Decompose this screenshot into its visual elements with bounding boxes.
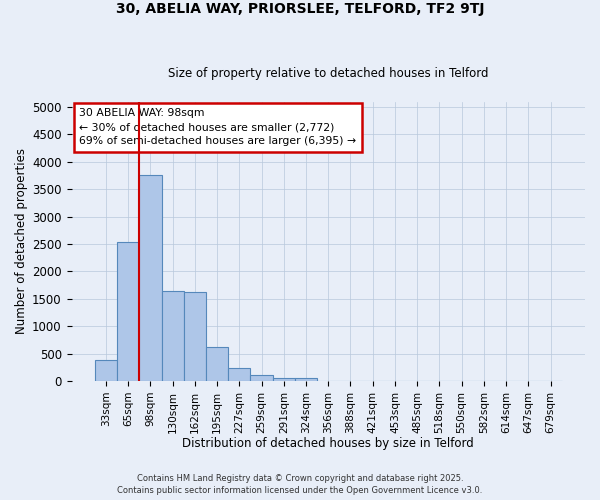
X-axis label: Distribution of detached houses by size in Telford: Distribution of detached houses by size … — [182, 437, 474, 450]
Bar — [95, 360, 117, 381]
Text: 30, ABELIA WAY, PRIORSLEE, TELFORD, TF2 9TJ: 30, ABELIA WAY, PRIORSLEE, TELFORD, TF2 … — [116, 2, 484, 16]
Bar — [250, 375, 272, 381]
Bar — [295, 378, 317, 381]
Bar — [228, 368, 250, 381]
Title: Size of property relative to detached houses in Telford: Size of property relative to detached ho… — [168, 66, 488, 80]
Text: Contains HM Land Registry data © Crown copyright and database right 2025.
Contai: Contains HM Land Registry data © Crown c… — [118, 474, 482, 495]
Text: 30 ABELIA WAY: 98sqm
← 30% of detached houses are smaller (2,772)
69% of semi-de: 30 ABELIA WAY: 98sqm ← 30% of detached h… — [79, 108, 356, 146]
Bar — [161, 290, 184, 381]
Y-axis label: Number of detached properties: Number of detached properties — [15, 148, 28, 334]
Bar — [139, 175, 161, 381]
Bar — [206, 347, 228, 381]
Bar — [272, 378, 295, 381]
Bar — [117, 242, 139, 381]
Bar — [184, 292, 206, 381]
